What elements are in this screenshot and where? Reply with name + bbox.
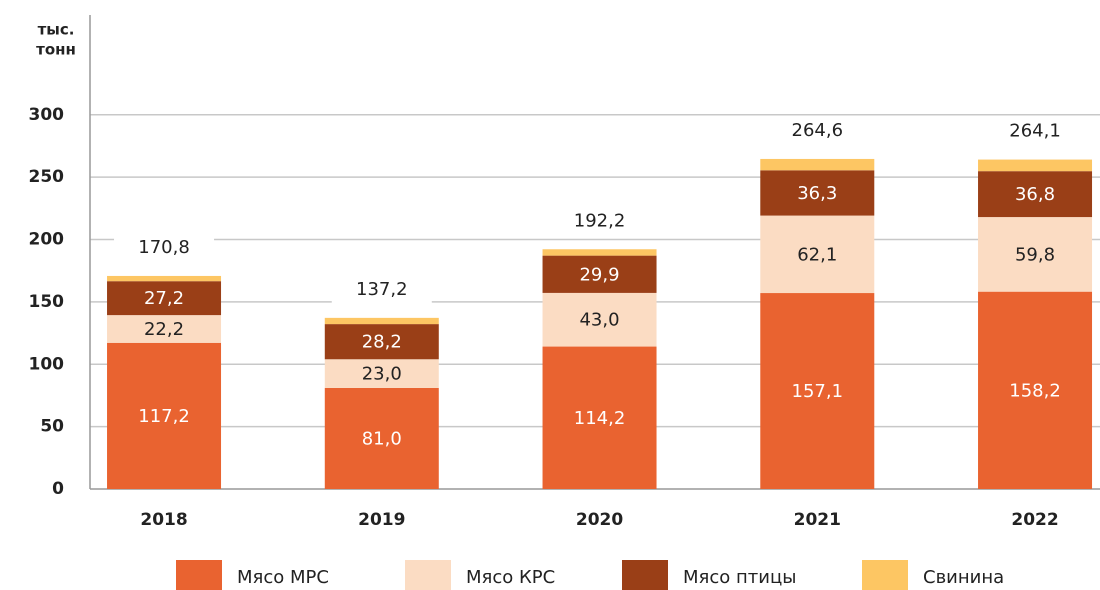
data-label: 28,2 <box>362 332 402 353</box>
bar-segment <box>542 292 657 347</box>
bar-segment <box>978 291 1093 489</box>
y-tick-label: 250 <box>29 167 65 187</box>
bar-segment <box>760 215 875 294</box>
bar-segment <box>760 170 875 216</box>
data-label: 62,1 <box>797 244 837 265</box>
total-label-bg <box>549 207 650 236</box>
bar-segment <box>324 387 439 489</box>
y-axis-label: тонн <box>36 41 76 59</box>
total-label-bg <box>331 275 432 304</box>
bar-segment <box>978 171 1093 218</box>
total-label: 264,6 <box>792 120 844 141</box>
legend-label: Свинина <box>923 567 1004 588</box>
x-tick-label: 2019 <box>358 510 405 530</box>
bar-segment <box>324 324 439 360</box>
data-label: 81,0 <box>362 428 402 449</box>
legend-label: Мясо КРС <box>466 567 555 588</box>
y-tick-label: 0 <box>52 479 64 499</box>
y-tick-label: 300 <box>29 105 65 125</box>
data-label: 158,2 <box>1009 380 1061 401</box>
data-label: 36,3 <box>797 183 837 204</box>
total-label-bg <box>985 117 1086 146</box>
data-label: 29,9 <box>579 264 619 285</box>
total-label: 264,1 <box>1009 121 1061 142</box>
legend-swatch <box>862 560 908 590</box>
bar-segment <box>324 359 439 388</box>
y-tick-label: 150 <box>29 292 65 312</box>
total-label-bg <box>767 116 868 145</box>
legend-label: Мясо МРС <box>237 567 329 588</box>
bar-segment <box>542 346 657 489</box>
x-tick-label: 2021 <box>794 510 841 530</box>
total-label: 137,2 <box>356 279 408 300</box>
legend-swatch <box>622 560 668 590</box>
legend-label: Мясо птицы <box>683 567 796 588</box>
total-label: 192,2 <box>574 210 626 231</box>
bar-segment <box>760 158 875 171</box>
bar-segment <box>107 315 222 343</box>
bar-segment <box>107 281 222 316</box>
total-label-bg <box>114 233 215 262</box>
bar-segment <box>760 293 875 489</box>
bar-segment <box>542 255 657 293</box>
data-label: 27,2 <box>144 288 184 309</box>
x-tick-label: 2018 <box>140 510 187 530</box>
bar-segment <box>107 342 222 489</box>
legend-swatch <box>405 560 451 590</box>
data-label: 117,2 <box>138 406 190 427</box>
data-label: 36,8 <box>1015 184 1055 205</box>
data-label: 23,0 <box>362 364 402 385</box>
bar-segment <box>542 249 657 256</box>
data-label: 22,2 <box>144 319 184 340</box>
data-label: 157,1 <box>792 381 844 402</box>
data-label: 59,8 <box>1015 244 1055 265</box>
bar-segment <box>978 217 1093 292</box>
data-label: 43,0 <box>579 310 619 331</box>
total-label: 170,8 <box>138 237 190 258</box>
x-tick-label: 2022 <box>1011 510 1058 530</box>
y-tick-label: 50 <box>40 417 64 437</box>
y-axis-label: тыс. <box>38 21 75 39</box>
bar-segment <box>324 317 439 325</box>
data-label: 114,2 <box>574 408 626 429</box>
y-tick-label: 200 <box>29 230 65 250</box>
bar-segment <box>107 275 222 282</box>
y-tick-label: 100 <box>29 354 65 374</box>
legend-swatch <box>176 560 222 590</box>
bar-segment <box>978 159 1093 172</box>
x-tick-label: 2020 <box>576 510 623 530</box>
